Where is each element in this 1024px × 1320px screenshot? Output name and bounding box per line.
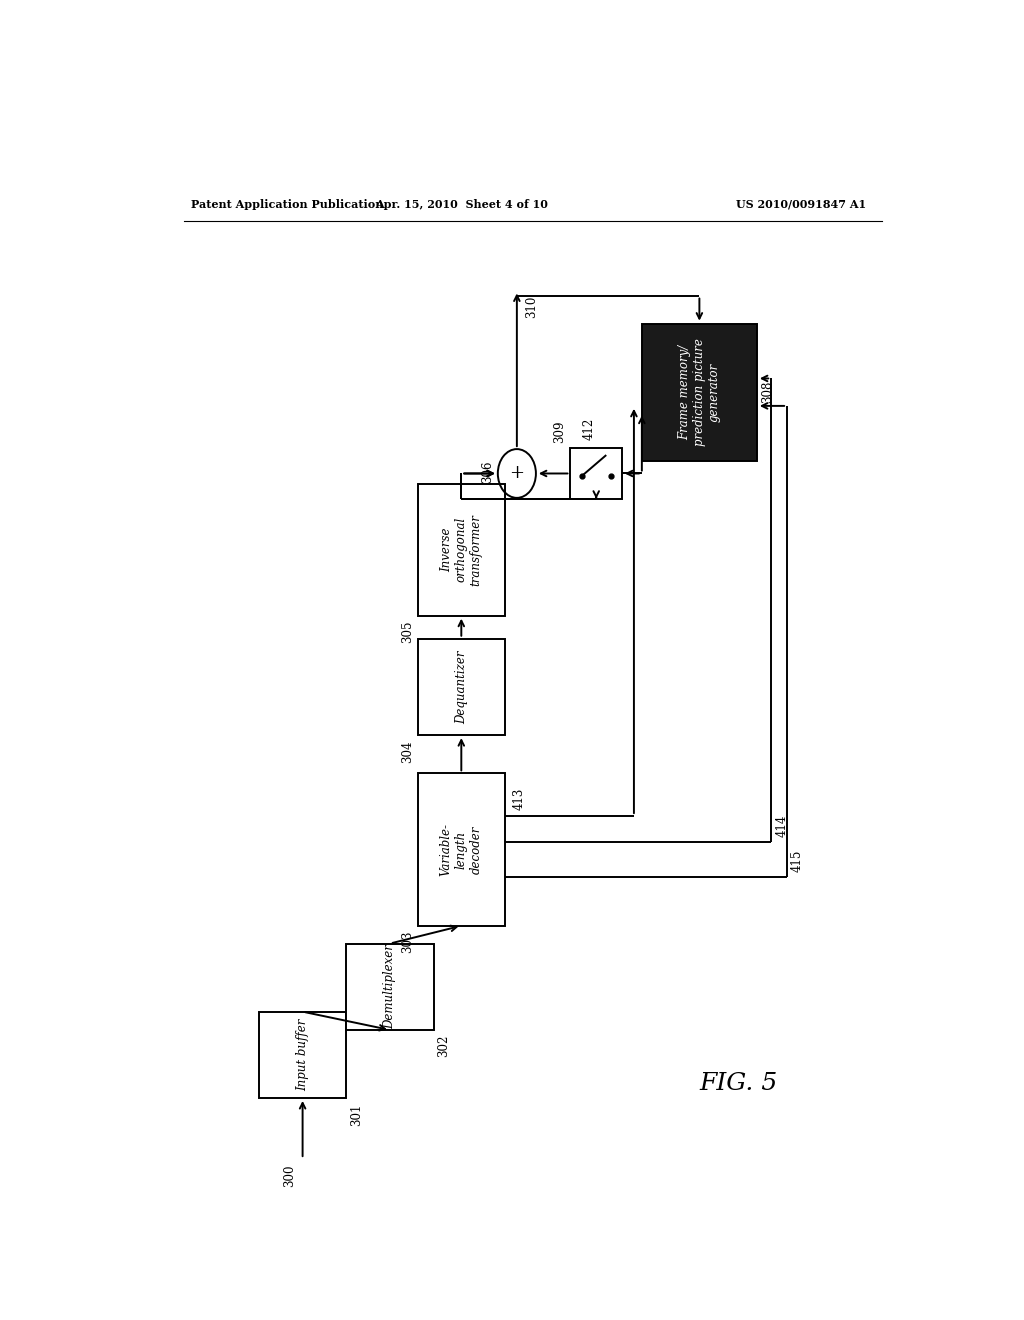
Bar: [570, 447, 622, 499]
Text: Demultiplexer: Demultiplexer: [383, 944, 396, 1030]
Text: 305: 305: [400, 620, 414, 643]
Text: FIG. 5: FIG. 5: [699, 1072, 777, 1094]
Text: 308: 308: [761, 381, 774, 404]
Text: 304: 304: [400, 741, 414, 763]
Bar: [418, 774, 505, 925]
Text: 415: 415: [792, 850, 804, 873]
Text: +: +: [509, 465, 524, 483]
Text: US 2010/0091847 A1: US 2010/0091847 A1: [736, 198, 866, 210]
Text: 413: 413: [513, 788, 526, 810]
Text: Apr. 15, 2010  Sheet 4 of 10: Apr. 15, 2010 Sheet 4 of 10: [375, 198, 548, 210]
Text: 310: 310: [524, 296, 538, 318]
Text: Frame memory/
prediction picture
generator: Frame memory/ prediction picture generat…: [678, 338, 721, 446]
Text: 300: 300: [284, 1164, 296, 1187]
Bar: [418, 483, 505, 615]
Text: 302: 302: [437, 1035, 451, 1057]
Text: Variable-
length
decoder: Variable- length decoder: [440, 824, 482, 876]
Text: 414: 414: [775, 814, 788, 837]
Text: Patent Application Publication: Patent Application Publication: [191, 198, 384, 210]
Bar: [259, 1011, 346, 1098]
Bar: [346, 944, 433, 1030]
Bar: [642, 323, 757, 461]
Text: Inverse
orthogonal
transformer: Inverse orthogonal transformer: [440, 513, 482, 586]
Bar: [418, 639, 505, 735]
Text: 301: 301: [350, 1104, 364, 1126]
Text: 306: 306: [481, 461, 494, 483]
Text: 412: 412: [583, 417, 595, 440]
Text: 303: 303: [400, 931, 414, 953]
Text: 309: 309: [553, 421, 566, 444]
Text: Input buffer: Input buffer: [296, 1019, 309, 1092]
Text: Dequantizer: Dequantizer: [455, 651, 468, 723]
